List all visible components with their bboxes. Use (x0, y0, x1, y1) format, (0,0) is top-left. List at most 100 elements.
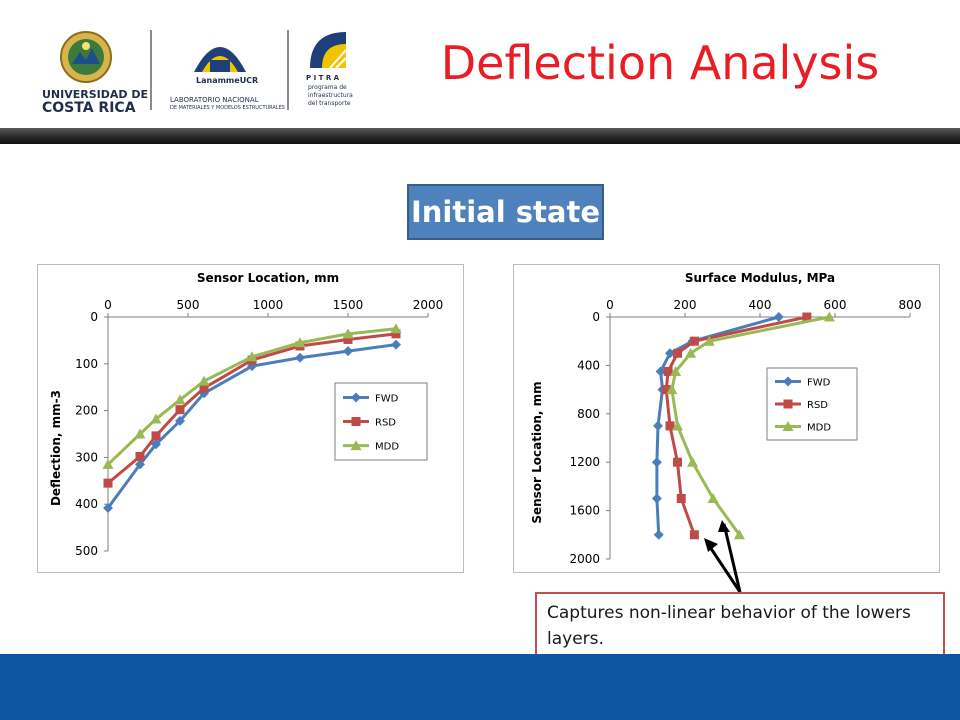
y-axis-title: Deflection, mm-3 (49, 390, 63, 506)
y-tick-label: 100 (75, 357, 98, 371)
data-point-rsd (391, 329, 401, 339)
lanamme-line1: LABORATORIO NACIONAL (170, 96, 259, 104)
data-point-mdd (703, 335, 715, 346)
data-point-fwd (151, 439, 161, 450)
footer-bar (0, 654, 960, 720)
series-mdd (102, 323, 402, 469)
legend-label: RSD (807, 400, 828, 411)
data-point-rsd (151, 431, 161, 441)
data-point-rsd (802, 312, 812, 322)
series-rsd (661, 312, 812, 540)
data-point-mdd (823, 311, 835, 322)
x-axis-title: Sensor Location, mm (197, 271, 339, 285)
x-tick-label: 800 (899, 298, 922, 312)
series-mdd (666, 311, 835, 540)
x-tick-label: 200 (674, 298, 697, 312)
data-point-mdd (672, 420, 683, 431)
modulus-chart-svg: 0 200 400 600 800 0 400 800 1200 1600 2000 Surface … (530, 271, 922, 566)
data-point-mdd (134, 428, 146, 439)
x-tick-label: 600 (824, 298, 847, 312)
data-point-fwd (175, 415, 185, 426)
legend-swatch-marker (351, 417, 361, 426)
data-point-rsd (103, 478, 113, 488)
legend-swatch-marker (782, 421, 794, 431)
logo-divider (287, 30, 289, 110)
data-point-rsd (661, 385, 671, 395)
callout-arrow (706, 543, 742, 593)
data-point-rsd (199, 383, 209, 393)
legend-label: MDD (375, 442, 399, 453)
header-divider-bar (0, 128, 960, 144)
data-point-fwd (103, 502, 113, 513)
pitra-line2: infraestructura (308, 92, 353, 99)
data-point-mdd (174, 394, 186, 405)
series-rsd (103, 329, 401, 488)
data-point-mdd (246, 351, 258, 362)
callout-arrow (722, 523, 742, 593)
y-tick-label: 0 (592, 310, 600, 324)
x-tick-label: 2000 (413, 298, 444, 312)
modulus-chart: 0 200 400 600 800 0 400 800 1200 1600 2000 Surface … (513, 264, 940, 573)
legend-swatch-marker (351, 392, 361, 403)
legend-label: RSD (375, 418, 396, 429)
pitra-name: P I T R A (306, 74, 340, 82)
data-point-mdd (294, 337, 306, 348)
x-axis-title: Surface Modulus, MPa (685, 271, 835, 285)
data-point-mdd (342, 328, 354, 339)
data-point-rsd (665, 421, 675, 431)
data-point-fwd (135, 459, 145, 470)
data-point-rsd (663, 366, 673, 376)
data-point-mdd (687, 456, 698, 467)
legend-label: FWD (375, 393, 399, 404)
logo-divider (150, 30, 152, 110)
data-point-mdd (666, 384, 678, 395)
data-point-mdd (390, 323, 402, 334)
x-tick-label: 0 (606, 298, 614, 312)
pitra-line1: programa de (308, 84, 347, 91)
callout-arrows (704, 520, 742, 593)
lanamme-logo-icon (194, 47, 246, 72)
x-tick-label: 400 (749, 298, 772, 312)
data-point-fwd (651, 493, 662, 504)
y-tick-label: 500 (75, 544, 98, 558)
data-point-rsd (135, 451, 145, 461)
data-point-mdd (670, 365, 682, 376)
deflection-chart: 0 500 1000 1500 2000 0 100 200 300 400 500 Sensor L… (37, 264, 464, 573)
pitra-logo-icon (310, 32, 347, 69)
callout-arrowhead (718, 520, 730, 532)
data-point-fwd (773, 312, 784, 322)
data-point-fwd (343, 346, 353, 357)
x-tick-label: 1500 (333, 298, 364, 312)
ucr-seal-icon (60, 31, 112, 83)
callout-arrowhead (704, 538, 718, 552)
data-point-rsd (676, 494, 686, 503)
deflection-chart-svg: 0 500 1000 1500 2000 0 100 200 300 400 500 Sensor L… (49, 271, 444, 558)
legend-swatch-marker (350, 440, 362, 451)
data-point-fwd (651, 457, 662, 468)
y-tick-label: 800 (577, 407, 600, 421)
data-point-fwd (655, 366, 666, 377)
x-tick-label: 0 (104, 298, 112, 312)
data-point-fwd (391, 339, 401, 350)
ucr-name-line2: COSTA RICA (42, 100, 136, 116)
y-tick-label: 300 (75, 450, 98, 464)
pitra-line3: del transporte (308, 100, 351, 107)
data-point-fwd (653, 420, 663, 431)
y-tick-label: 2000 (569, 552, 600, 566)
data-point-rsd (689, 336, 699, 346)
data-point-rsd (673, 457, 682, 467)
data-point-mdd (707, 493, 719, 503)
x-tick-label: 500 (177, 298, 200, 312)
y-tick-label: 0 (90, 310, 98, 324)
legend-label: MDD (807, 423, 831, 434)
chart-legend: FWD RSD MDD (334, 382, 428, 461)
y-tick-label: 400 (75, 497, 98, 511)
y-tick-label: 200 (75, 404, 98, 418)
x-tick-label: 1000 (253, 298, 284, 312)
data-point-mdd (102, 458, 114, 469)
y-tick-label: 1600 (569, 504, 600, 518)
data-point-mdd (733, 529, 745, 540)
chart-legend: FWD RSD MDD (766, 367, 858, 441)
lanamme-line2: DE MATERIALES Y MODELOS ESTRUCTURALES (170, 105, 285, 111)
data-point-mdd (150, 413, 162, 424)
